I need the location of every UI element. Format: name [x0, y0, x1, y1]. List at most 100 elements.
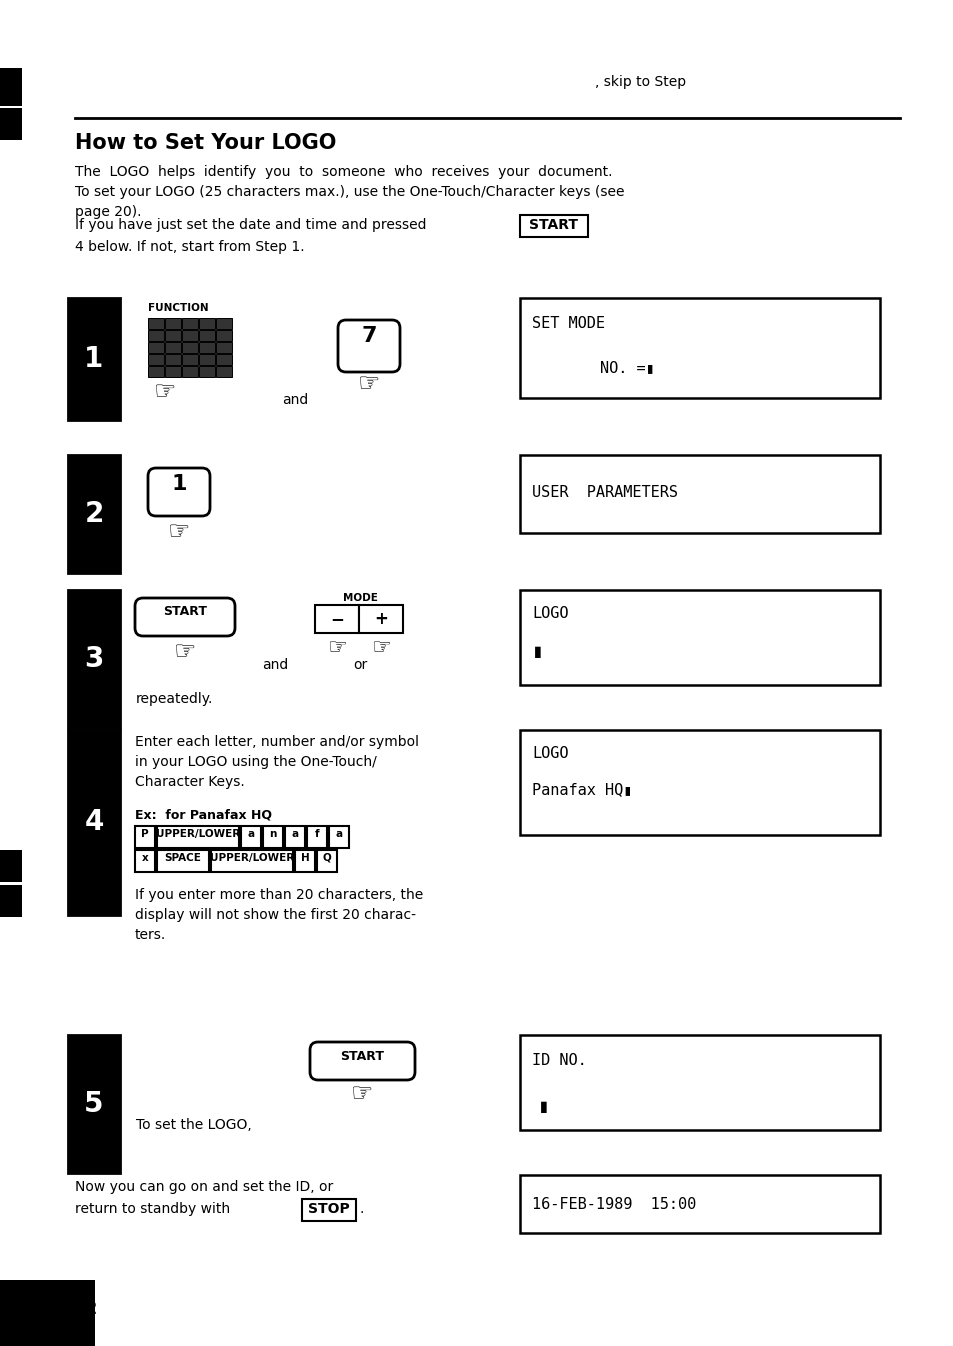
Bar [0, 108, 22, 140]
Bar [165, 366, 181, 377]
Text: 3: 3 [84, 645, 104, 673]
Text: P: P [141, 829, 149, 839]
Bar [165, 330, 181, 341]
Bar [135, 826, 154, 848]
Text: f: f [314, 829, 319, 839]
Bar [519, 297, 879, 398]
Text: ▮: ▮ [537, 1097, 550, 1116]
Bar [68, 1035, 120, 1172]
Text: ☞: ☞ [168, 520, 190, 544]
Text: ☞: ☞ [357, 371, 380, 396]
Text: MODE: MODE [342, 594, 377, 603]
Text: START: START [339, 1050, 384, 1063]
Bar [519, 455, 879, 533]
Bar [182, 366, 198, 377]
Bar [215, 354, 232, 365]
Bar [165, 354, 181, 365]
Text: FUNCTION: FUNCTION [148, 303, 209, 314]
Text: 4: 4 [84, 809, 104, 836]
Bar [148, 318, 164, 328]
Text: LOGO: LOGO [532, 746, 568, 760]
Text: Q: Q [322, 853, 331, 863]
Bar [519, 590, 879, 685]
Bar [68, 730, 120, 915]
Bar [0, 1280, 95, 1346]
Text: ☞: ☞ [173, 639, 196, 664]
Bar [358, 604, 402, 633]
Text: SPACE: SPACE [164, 853, 201, 863]
Text: a: a [335, 829, 342, 839]
Text: If you have just set the date and time and pressed: If you have just set the date and time a… [75, 218, 426, 232]
Text: 7: 7 [361, 326, 376, 346]
Bar [182, 330, 198, 341]
Bar [0, 69, 22, 106]
Bar [148, 366, 164, 377]
Text: 16-FEB-1989  15:00: 16-FEB-1989 15:00 [532, 1197, 696, 1211]
Bar [157, 826, 239, 848]
Bar [182, 318, 198, 328]
Bar [519, 730, 879, 835]
Bar [199, 342, 214, 353]
Text: a: a [291, 829, 298, 839]
Bar [148, 342, 164, 353]
Text: ID NO.: ID NO. [532, 1053, 586, 1067]
FancyBboxPatch shape [148, 468, 210, 516]
Text: LOGO: LOGO [532, 606, 568, 621]
Text: a: a [247, 829, 254, 839]
Text: To set the LOGO,: To set the LOGO, [136, 1119, 252, 1132]
Text: H: H [300, 853, 309, 863]
Bar [294, 851, 314, 872]
Bar [199, 330, 214, 341]
Text: How to Set Your LOGO: How to Set Your LOGO [75, 133, 336, 153]
Bar [316, 851, 336, 872]
Text: ▮: ▮ [532, 642, 543, 661]
Text: 4 below. If not, start from Step 1.: 4 below. If not, start from Step 1. [75, 240, 304, 254]
Bar [285, 826, 305, 848]
Text: UPPER/LOWER: UPPER/LOWER [210, 853, 294, 863]
Text: 2: 2 [84, 499, 104, 528]
Bar [302, 1199, 355, 1221]
FancyBboxPatch shape [310, 1042, 415, 1079]
Bar [0, 851, 22, 882]
Text: STOP: STOP [308, 1202, 350, 1215]
Text: , skip to Step: , skip to Step [595, 75, 685, 89]
Text: repeatedly.: repeatedly. [136, 692, 213, 707]
Text: +: + [374, 610, 388, 629]
Text: START: START [163, 604, 207, 618]
Text: −: − [330, 610, 344, 629]
Bar [215, 366, 232, 377]
Bar [519, 215, 587, 237]
Bar [519, 1035, 879, 1131]
Bar [165, 342, 181, 353]
Bar [329, 826, 349, 848]
Bar [307, 826, 327, 848]
Text: START: START [529, 218, 578, 232]
Text: .: . [359, 1202, 364, 1215]
Bar [199, 318, 214, 328]
Text: and: and [262, 658, 288, 672]
Bar [157, 851, 209, 872]
Bar [263, 826, 283, 848]
Text: and: and [281, 393, 308, 406]
Text: 1: 1 [84, 345, 104, 373]
Text: Enter each letter, number and/or symbol
in your LOGO using the One-Touch/
Charac: Enter each letter, number and/or symbol … [135, 735, 418, 789]
Bar [211, 851, 293, 872]
Bar [314, 604, 358, 633]
Bar [68, 590, 120, 728]
Text: ☞: ☞ [327, 638, 347, 658]
Text: n: n [269, 829, 276, 839]
Bar [0, 886, 22, 917]
Bar [215, 330, 232, 341]
Text: SET MODE: SET MODE [532, 316, 604, 331]
Text: 22: 22 [75, 1300, 98, 1318]
Bar [148, 354, 164, 365]
Text: Panafax HQ▮: Panafax HQ▮ [532, 782, 632, 797]
Bar [165, 318, 181, 328]
Bar [215, 342, 232, 353]
Bar [199, 354, 214, 365]
Bar [182, 354, 198, 365]
FancyBboxPatch shape [337, 320, 399, 371]
Text: or: or [353, 658, 367, 672]
Text: ☞: ☞ [371, 638, 391, 658]
Bar [199, 366, 214, 377]
